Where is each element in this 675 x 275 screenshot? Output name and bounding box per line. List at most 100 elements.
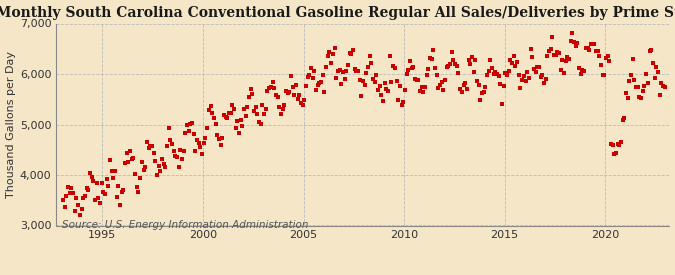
- Point: [452, 64, 462, 68]
- Point: [138, 167, 149, 172]
- Point: [219, 113, 230, 117]
- Point: [310, 88, 321, 93]
- Point: [335, 82, 346, 86]
- Y-axis label: Thousand Gallons per Day: Thousand Gallons per Day: [5, 51, 16, 198]
- Point: [230, 126, 241, 131]
- Point: [510, 64, 521, 68]
- Point: [247, 91, 258, 96]
- Point: [160, 165, 171, 169]
- Point: [290, 83, 301, 87]
- Point: [481, 73, 492, 78]
- Point: [379, 81, 390, 86]
- Point: [653, 70, 664, 75]
- Point: [408, 65, 418, 69]
- Point: [423, 67, 434, 72]
- Point: [530, 69, 541, 74]
- Point: [105, 158, 115, 162]
- Point: [74, 213, 85, 217]
- Point: [265, 85, 276, 89]
- Point: [150, 159, 161, 163]
- Point: [591, 49, 601, 53]
- Point: [559, 71, 570, 76]
- Point: [477, 91, 487, 95]
- Point: [514, 73, 524, 77]
- Point: [171, 155, 182, 159]
- Point: [520, 78, 531, 83]
- Point: [146, 144, 157, 148]
- Point: [352, 69, 363, 73]
- Point: [616, 140, 626, 145]
- Point: [215, 142, 226, 147]
- Point: [554, 50, 564, 55]
- Point: [396, 103, 407, 107]
- Point: [212, 132, 223, 137]
- Point: [248, 108, 259, 113]
- Point: [122, 151, 132, 156]
- Point: [387, 63, 398, 68]
- Point: [356, 94, 367, 98]
- Point: [639, 84, 650, 89]
- Point: [148, 151, 159, 155]
- Point: [155, 169, 165, 173]
- Point: [574, 66, 585, 70]
- Point: [393, 98, 404, 102]
- Point: [646, 48, 657, 52]
- Point: [271, 93, 281, 98]
- Point: [275, 112, 286, 116]
- Point: [61, 194, 72, 198]
- Point: [595, 62, 606, 67]
- Point: [629, 78, 640, 82]
- Point: [261, 107, 271, 111]
- Point: [192, 138, 202, 142]
- Point: [627, 56, 638, 61]
- Point: [333, 68, 344, 73]
- Point: [637, 89, 648, 94]
- Point: [309, 69, 320, 74]
- Point: [643, 81, 653, 85]
- Point: [111, 194, 122, 199]
- Point: [556, 68, 566, 72]
- Point: [346, 52, 356, 56]
- Point: [130, 172, 140, 176]
- Point: [286, 73, 296, 78]
- Point: [605, 142, 616, 147]
- Point: [630, 84, 641, 89]
- Point: [420, 85, 431, 89]
- Point: [349, 67, 360, 71]
- Point: [383, 89, 394, 93]
- Point: [602, 54, 613, 58]
- Point: [264, 86, 275, 90]
- Point: [329, 46, 340, 51]
- Point: [113, 183, 124, 188]
- Point: [76, 207, 87, 211]
- Point: [125, 149, 136, 153]
- Point: [460, 81, 470, 85]
- Point: [428, 47, 439, 52]
- Point: [404, 59, 415, 63]
- Point: [463, 57, 474, 62]
- Point: [157, 157, 167, 161]
- Text: Source: U.S. Energy Information Administration: Source: U.S. Energy Information Administ…: [62, 219, 309, 230]
- Point: [362, 65, 373, 69]
- Point: [470, 58, 481, 63]
- Point: [296, 101, 306, 105]
- Point: [433, 85, 443, 90]
- Point: [608, 143, 618, 147]
- Point: [414, 89, 425, 94]
- Point: [108, 176, 119, 180]
- Point: [351, 69, 362, 73]
- Point: [63, 185, 74, 189]
- Point: [632, 85, 643, 90]
- Point: [252, 112, 263, 116]
- Point: [525, 47, 536, 51]
- Point: [213, 137, 224, 142]
- Point: [180, 131, 191, 136]
- Point: [378, 99, 389, 103]
- Point: [584, 48, 595, 52]
- Point: [587, 15, 598, 20]
- Point: [86, 175, 97, 180]
- Point: [202, 125, 213, 130]
- Point: [109, 169, 120, 174]
- Point: [435, 83, 446, 87]
- Point: [455, 87, 466, 91]
